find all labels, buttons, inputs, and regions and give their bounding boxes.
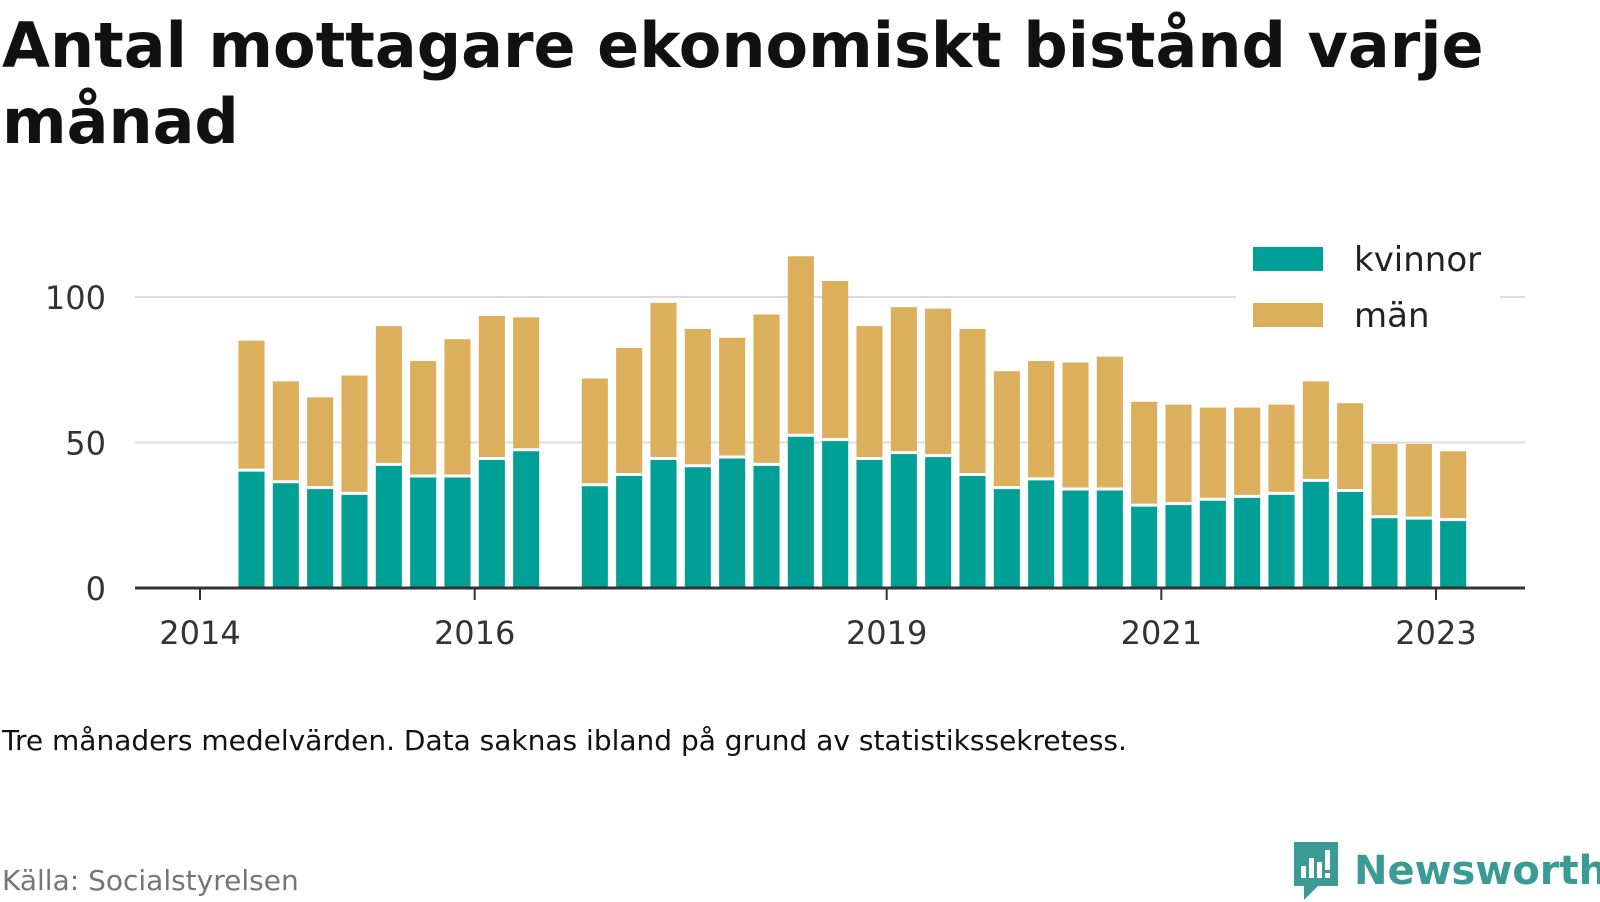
- stacked-bar-chart: 0 50 100 2014 2016 2019 2021 2023 kvinnor män: [44, 240, 1525, 652]
- bar-kvinnor-2022-10: [1405, 518, 1432, 588]
- y-tick-label-0: 0: [86, 570, 106, 608]
- bar-kvinnor-2018-01: [753, 464, 780, 588]
- bar-kvinnor-2021-07: [1234, 496, 1261, 588]
- x-tick-label-2021: 2021: [1121, 614, 1202, 652]
- bar-man-2017-10: [719, 337, 746, 458]
- bar-man-2018-10: [856, 326, 883, 459]
- bar-man-2018-04: [787, 256, 814, 436]
- bar-man-2022-10: [1405, 443, 1432, 519]
- x-tick-label-2014: 2014: [159, 614, 240, 652]
- bar-man-2021-07: [1234, 407, 1261, 497]
- bar-man-2015-01: [341, 375, 368, 494]
- bar-kvinnor-2016-10: [581, 484, 608, 588]
- bar-kvinnor-2015-01: [341, 493, 368, 588]
- bar-kvinnor-2014-04: [238, 470, 265, 588]
- bar-kvinnor-2021-01: [1165, 503, 1192, 588]
- bar-man-2021-10: [1268, 404, 1295, 494]
- bar-man-2015-04: [375, 326, 402, 465]
- bar-kvinnor-2017-10: [719, 457, 746, 588]
- source-label: Källa: Socialstyrelsen: [2, 864, 299, 897]
- newsworthy-brand[interactable]: Newsworthy: [1290, 840, 1600, 902]
- bar-man-2017-07: [684, 329, 711, 466]
- bar-kvinnor-2018-04: [787, 435, 814, 588]
- bar-kvinnor-2015-10: [444, 475, 471, 588]
- brand-name: Newsworthy: [1354, 848, 1600, 894]
- legend-label-kvinnor: kvinnor: [1354, 240, 1481, 280]
- bar-man-2015-10: [444, 339, 471, 476]
- bar-kvinnor-2017-07: [684, 465, 711, 588]
- bar-man-2021-01: [1165, 404, 1192, 504]
- bar-man-2019-01: [890, 307, 917, 453]
- bar-kvinnor-2019-10: [993, 487, 1020, 588]
- bar-kvinnor-2016-04: [513, 449, 540, 588]
- x-tick-label-2023: 2023: [1395, 614, 1476, 652]
- chart-note: Tre månaders medelvärden. Data saknas ib…: [2, 724, 1127, 757]
- legend-swatch-kvinnor: [1253, 247, 1323, 271]
- bar-kvinnor-2017-01: [616, 474, 643, 588]
- bar-kvinnor-2020-10: [1131, 505, 1158, 588]
- bar-man-2016-04: [513, 317, 540, 450]
- bar-kvinnor-2019-04: [925, 455, 952, 588]
- bar-man-2022-01: [1302, 381, 1329, 481]
- y-tick-label-50: 50: [65, 425, 106, 463]
- bar-kvinnor-2014-10: [307, 487, 334, 588]
- bar-man-2016-01: [478, 315, 505, 459]
- bar-man-2020-07: [1096, 356, 1123, 490]
- bar-kvinnor-2015-04: [375, 464, 402, 588]
- bar-man-2018-07: [822, 280, 849, 440]
- bar-man-2015-07: [410, 361, 437, 476]
- bar-man-2023-01: [1440, 451, 1467, 520]
- bar-man-2020-10: [1131, 401, 1158, 506]
- bar-kvinnor-2023-01: [1440, 519, 1467, 588]
- chart-title: Antal mottagare ekonomiskt bistånd varje…: [2, 9, 1484, 158]
- legend-label-man: män: [1354, 296, 1430, 336]
- bar-kvinnor-2020-04: [1062, 489, 1089, 588]
- bar-man-2017-01: [616, 347, 643, 475]
- bar-kvinnor-2020-07: [1096, 489, 1123, 588]
- bar-man-2020-04: [1062, 362, 1089, 490]
- bar-kvinnor-2021-04: [1199, 499, 1226, 588]
- bar-man-2017-04: [650, 302, 677, 459]
- newsworthy-logo-icon: [1294, 842, 1338, 900]
- bar-man-2018-01: [753, 314, 780, 465]
- bar-man-2022-04: [1337, 403, 1364, 491]
- bar-man-2019-07: [959, 329, 986, 475]
- x-tick-label-2016: 2016: [434, 614, 515, 652]
- bar-kvinnor-2014-07: [272, 481, 299, 588]
- bar-kvinnor-2018-07: [822, 439, 849, 588]
- bar-man-2014-10: [307, 397, 334, 488]
- bar-kvinnor-2019-01: [890, 452, 917, 588]
- bar-kvinnor-2022-04: [1337, 490, 1364, 588]
- bar-man-2022-07: [1371, 443, 1398, 517]
- bar-kvinnor-2015-07: [410, 475, 437, 588]
- bar-kvinnor-2019-07: [959, 474, 986, 588]
- bar-kvinnor-2021-10: [1268, 493, 1295, 588]
- bar-man-2016-10: [581, 378, 608, 485]
- bar-kvinnor-2020-01: [1028, 478, 1055, 588]
- bar-kvinnor-2016-01: [478, 458, 505, 588]
- bar-man-2014-07: [272, 381, 299, 482]
- bar-kvinnor-2018-10: [856, 458, 883, 588]
- legend-swatch-man: [1253, 303, 1323, 327]
- x-tick-label-2019: 2019: [846, 614, 927, 652]
- y-tick-label-100: 100: [45, 279, 106, 317]
- bar-man-2019-04: [925, 308, 952, 456]
- bar-kvinnor-2017-04: [650, 458, 677, 588]
- bar-man-2019-10: [993, 371, 1020, 488]
- bar-man-2014-04: [238, 340, 265, 471]
- bar-man-2020-01: [1028, 361, 1055, 479]
- bar-man-2021-04: [1199, 407, 1226, 500]
- bar-kvinnor-2022-01: [1302, 480, 1329, 588]
- bar-kvinnor-2022-07: [1371, 516, 1398, 588]
